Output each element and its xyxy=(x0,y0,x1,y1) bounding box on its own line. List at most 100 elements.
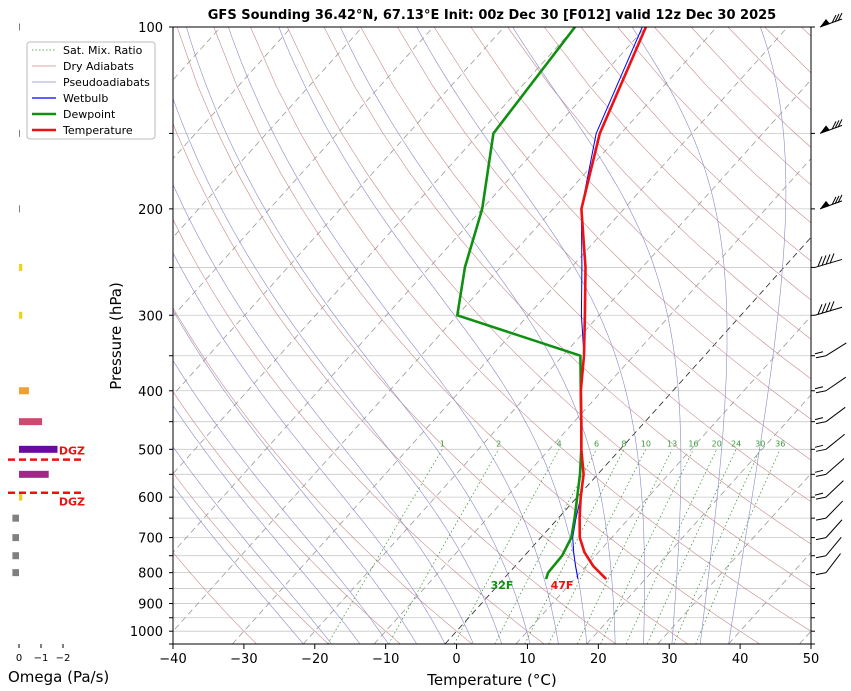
mixing-ratio-line xyxy=(673,449,761,644)
isotherm-line xyxy=(173,27,434,317)
dry-adiabat-line xyxy=(173,391,401,644)
y-tick-label: 400 xyxy=(138,385,163,400)
mixing-ratio-label: 1 xyxy=(440,439,445,448)
mixing-ratio-label: 16 xyxy=(688,439,698,448)
y-tick-label: 900 xyxy=(138,598,163,613)
isotherm-line xyxy=(173,27,505,396)
wind-barb xyxy=(814,433,845,452)
isotherm-line xyxy=(515,315,811,644)
mixing-ratio-line xyxy=(524,449,625,644)
isotherm-line xyxy=(444,236,811,644)
dgz-label: DGZ xyxy=(59,496,85,509)
y-tick-label: 700 xyxy=(138,532,163,547)
pseudoadiabat-line xyxy=(173,405,361,644)
legend-label: Dewpoint xyxy=(63,108,116,121)
wind-barb xyxy=(819,119,843,134)
pseudoadiabat-line xyxy=(416,27,645,644)
omega-bar xyxy=(19,493,23,501)
pseudoadiabat-line xyxy=(278,27,588,644)
dry-adiabat-line xyxy=(287,27,811,588)
omega-tick-label: 0 xyxy=(16,653,22,664)
wind-barb xyxy=(814,342,847,359)
mixing-ratio-line xyxy=(646,449,737,644)
dry-adiabat-line xyxy=(764,27,811,74)
dry-adiabat-line xyxy=(544,27,811,301)
wind-barb xyxy=(815,553,841,576)
x-tick-label: −30 xyxy=(230,652,257,667)
mixing-ratio-label: 2 xyxy=(496,439,501,448)
pseudoadiabat-line xyxy=(186,27,531,644)
mixing-ratio-label: 20 xyxy=(712,439,722,448)
y-axis: 100 200 300 400 500 600 700 800 900 1000 xyxy=(130,21,815,645)
mixing-ratio-label: 30 xyxy=(755,439,765,448)
plot-frame xyxy=(172,26,812,645)
dry-adiabat-line xyxy=(433,27,811,420)
wetbulb-line xyxy=(572,27,643,580)
legend-label: Wetbulb xyxy=(63,92,108,105)
mixing-ratio-line xyxy=(576,449,673,644)
x-tick-label: 50 xyxy=(803,652,820,667)
pseudoadiabat-line xyxy=(173,359,389,644)
wind-barb xyxy=(814,458,845,477)
omega-bar xyxy=(19,418,43,426)
x-tick-label: −20 xyxy=(301,652,328,667)
dry-adiabat-line xyxy=(360,27,811,503)
dry-adiabat-line xyxy=(213,27,760,644)
omega-bar xyxy=(12,569,19,577)
wind-barbs xyxy=(814,12,847,576)
pseudoadiabat-line xyxy=(173,309,417,644)
x-axis: −40 −30 −20 −10 0 10 20 30 40 50 xyxy=(159,644,819,667)
x-tick-label: 20 xyxy=(590,652,607,667)
isotherm-line xyxy=(173,27,363,238)
dry-adiabat-line xyxy=(173,551,257,644)
pseudoadiabat-line xyxy=(512,27,682,644)
pseudoadiabat-line xyxy=(173,97,502,644)
legend-label: Temperature xyxy=(62,124,133,137)
isotherm-line xyxy=(173,27,647,554)
dry-adiabat-line xyxy=(173,307,473,644)
omega-bar xyxy=(19,23,20,31)
isotherm-line xyxy=(173,27,718,632)
x-axis-label: Temperature (°C) xyxy=(426,671,556,689)
mixing-ratio-labels: 1 2 4 6 8 10 13 16 20 24 30 36 xyxy=(440,439,785,448)
x-tick-label: 40 xyxy=(732,652,749,667)
dry-adiabat-line xyxy=(470,27,811,380)
dry-adiabat-line xyxy=(250,27,811,632)
dry-adiabat-line xyxy=(690,27,811,148)
dry-adiabat-line xyxy=(654,27,811,186)
y-tick-label: 300 xyxy=(138,309,163,324)
wind-barb xyxy=(814,376,847,394)
wind-barb xyxy=(814,406,846,425)
omega-axis-label: Omega (Pa/s) xyxy=(8,668,109,686)
y-tick-label: 500 xyxy=(138,443,163,458)
mixing-ratio-label: 13 xyxy=(667,439,677,448)
isotherm-line xyxy=(232,27,788,644)
temperature-line xyxy=(578,27,648,581)
surface-temperature-label: 47F xyxy=(551,579,574,592)
mixing-ratio-line xyxy=(494,449,597,644)
y-tick-label: 600 xyxy=(138,491,163,506)
omega-bar xyxy=(12,534,19,542)
dry-adiabat-line xyxy=(173,472,329,644)
dry-adiabat-line xyxy=(176,27,689,644)
dry-adiabat-line xyxy=(801,27,811,37)
mixing-ratio-line xyxy=(695,449,781,644)
isotherm-line xyxy=(799,630,811,644)
isotherm-line xyxy=(302,79,811,644)
y-tick-label: 800 xyxy=(138,567,163,582)
wind-barb xyxy=(815,519,843,541)
wind-barb xyxy=(814,480,844,500)
omega-bar xyxy=(12,514,19,522)
y-tick-label: 200 xyxy=(138,203,163,218)
dry-adiabat-line xyxy=(617,27,811,224)
dry-adiabat-line xyxy=(323,27,811,545)
y-tick-label: 1000 xyxy=(130,625,163,640)
background-lines xyxy=(173,27,811,644)
x-tick-label: −40 xyxy=(159,652,186,667)
omega-tick-label: −2 xyxy=(56,653,71,664)
wind-barb xyxy=(815,536,842,559)
surface-dewpoint-label: 32F xyxy=(491,579,514,592)
omega-panel: DGZ DGZ 0 −1 −2 xyxy=(8,23,85,664)
dgz-label: DGZ xyxy=(59,445,85,458)
